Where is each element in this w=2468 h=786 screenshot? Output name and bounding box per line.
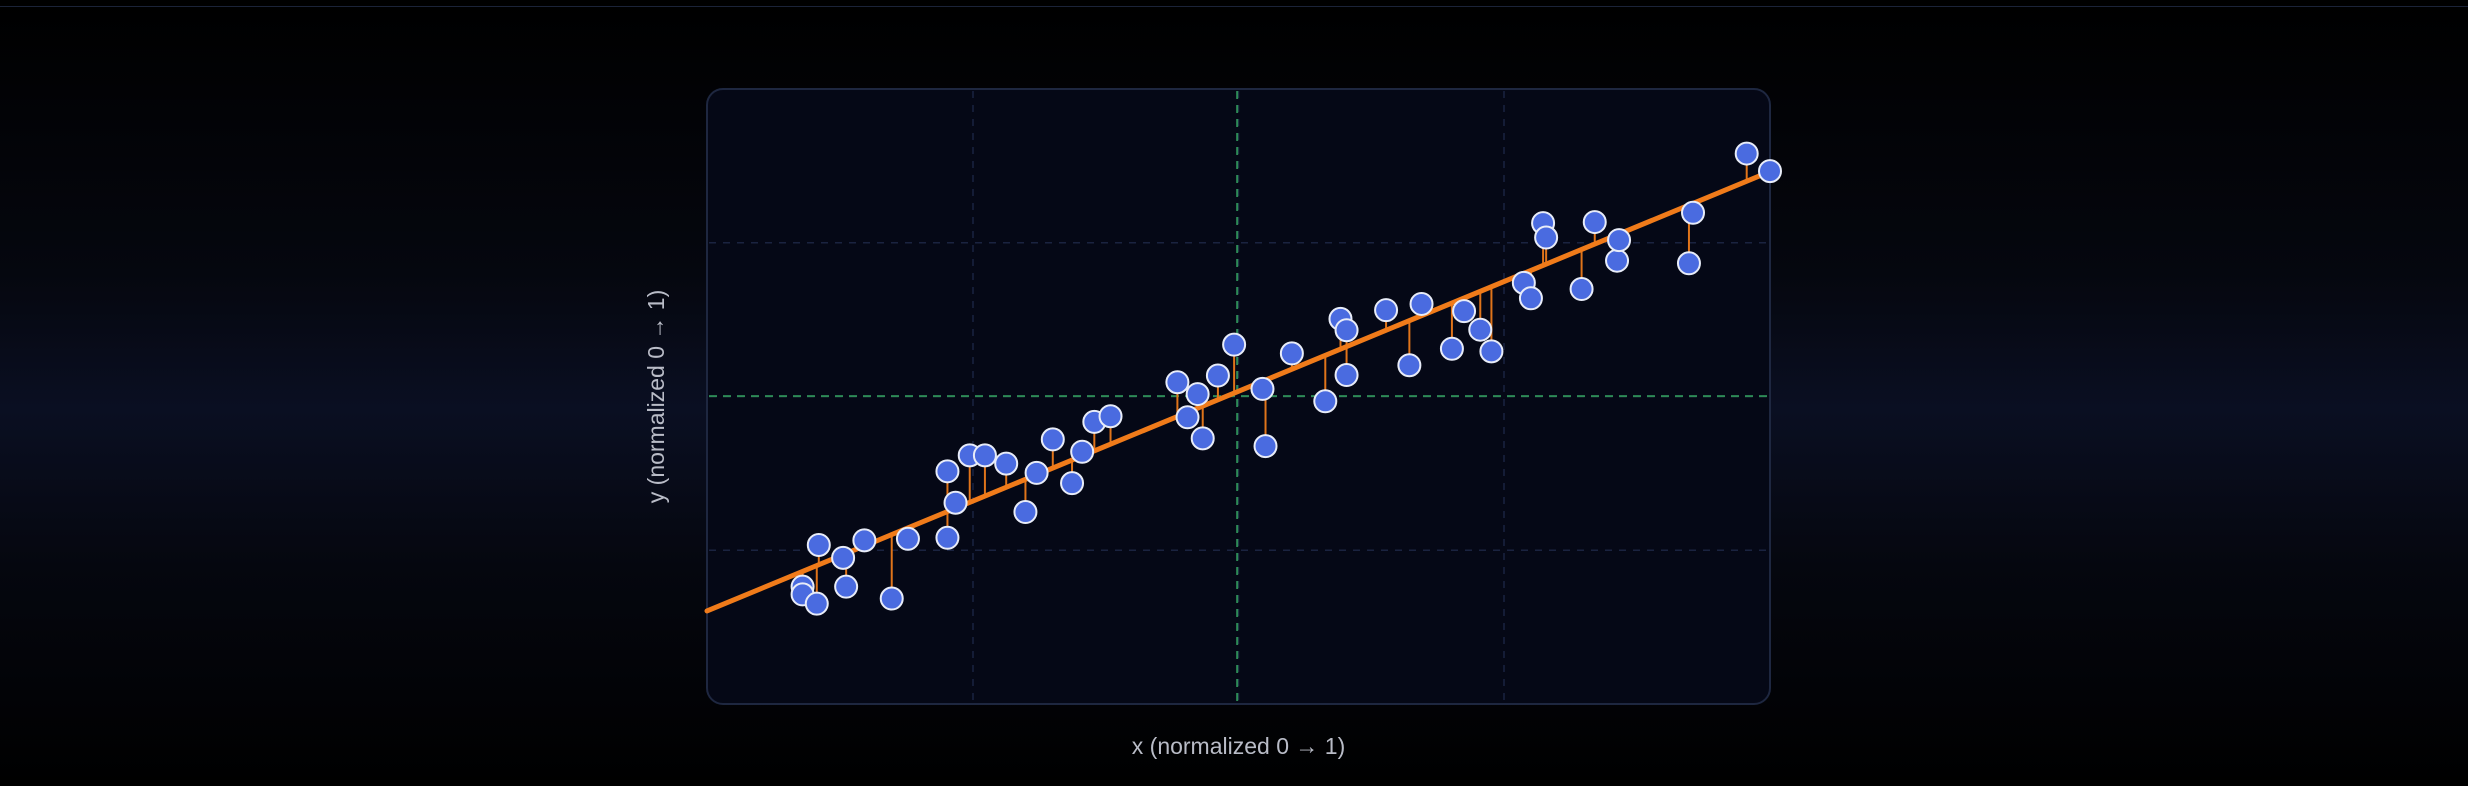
data-point	[1479, 339, 1504, 364]
data-point	[1098, 404, 1123, 429]
data-point	[1175, 405, 1200, 430]
data-point	[852, 528, 877, 553]
data-point	[1313, 389, 1338, 414]
data-point	[1758, 159, 1782, 184]
data-point	[1734, 141, 1759, 166]
data-point	[879, 586, 904, 611]
data-point	[1190, 426, 1215, 451]
data-point	[935, 459, 960, 484]
data-point	[1374, 298, 1399, 323]
data-point	[1681, 200, 1706, 225]
data-point	[943, 490, 968, 515]
data-point	[1334, 363, 1359, 388]
data-point	[1452, 299, 1477, 324]
x-axis-label: x (normalized 0 → 1)	[1132, 733, 1345, 759]
data-point	[1397, 353, 1422, 378]
top-divider	[0, 0, 2468, 7]
data-point	[834, 574, 859, 599]
data-point	[1676, 251, 1701, 276]
data-point	[1222, 332, 1247, 357]
data-point	[1468, 317, 1493, 342]
data-point	[1518, 286, 1543, 311]
data-point	[1607, 228, 1632, 253]
data-point	[972, 443, 997, 468]
data-point	[1279, 341, 1304, 366]
data-point	[1205, 363, 1230, 388]
mean-lines	[709, 91, 1768, 702]
data-point	[1040, 427, 1065, 452]
data-point	[935, 525, 960, 550]
data-point	[831, 545, 856, 570]
data-point	[1070, 439, 1095, 464]
regression-line	[704, 169, 1773, 614]
data-point	[1409, 291, 1434, 316]
data-point	[1185, 382, 1210, 407]
data-point	[1605, 248, 1630, 273]
y-axis-label: y (normalized 0 → 1)	[643, 290, 669, 503]
data-point	[1165, 370, 1190, 395]
data-point	[1534, 225, 1559, 250]
data-point	[1024, 460, 1049, 485]
data-points	[790, 141, 1782, 616]
data-point	[1253, 434, 1278, 459]
data-point	[895, 526, 920, 551]
plot-area	[706, 88, 1771, 705]
data-point	[1439, 336, 1464, 361]
data-point	[1334, 318, 1359, 343]
data-point	[1250, 376, 1275, 401]
data-point	[1060, 471, 1085, 496]
data-point	[1013, 500, 1038, 525]
data-point	[806, 532, 831, 557]
data-point	[1569, 277, 1594, 302]
data-point	[994, 451, 1019, 476]
data-point	[804, 591, 829, 616]
data-point	[1582, 210, 1607, 235]
